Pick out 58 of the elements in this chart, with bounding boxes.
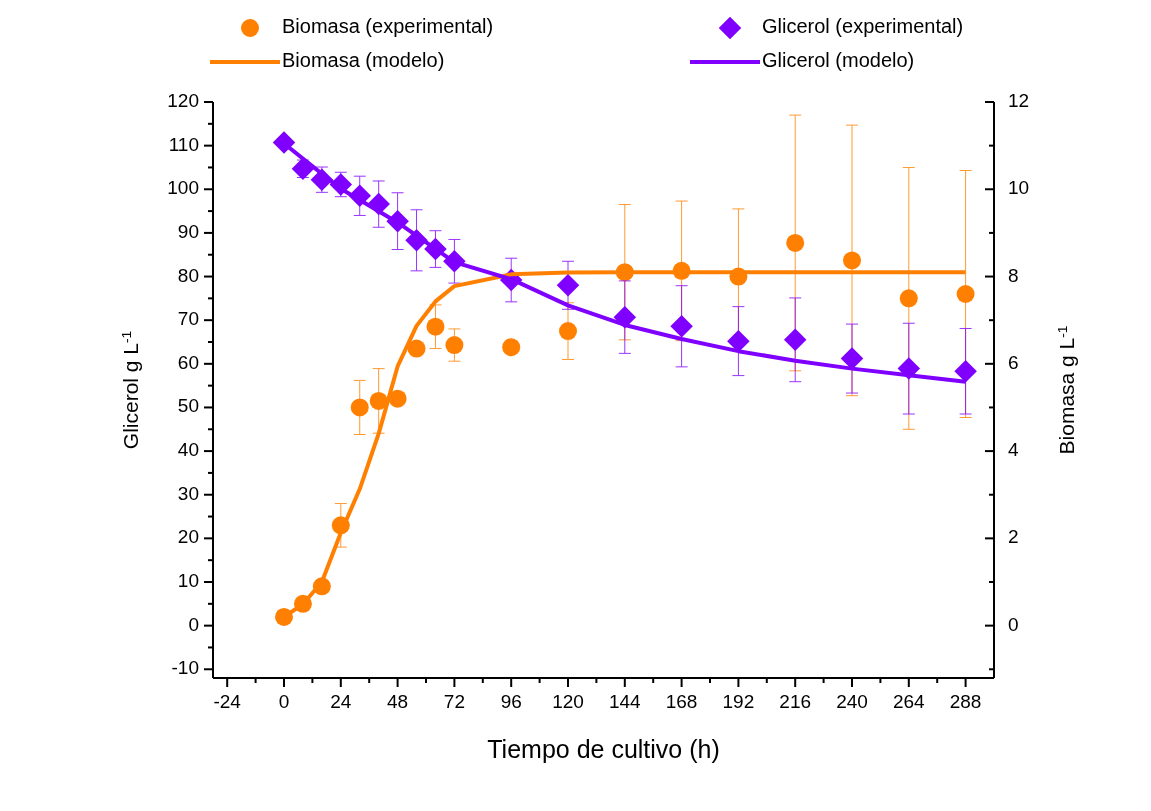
point [559,322,577,341]
y2-tick-label: 8 [1008,264,1019,286]
x-tick-label: 264 [892,691,926,712]
legend-label: Glicerol (experimental) [762,15,964,38]
y-tick-label: 0 [188,613,199,635]
x-tick-label: 192 [722,691,755,712]
y2-tick-label: 2 [1008,526,1019,548]
x-tick-label: 120 [552,691,584,712]
x-tick-label: 48 [387,691,409,712]
x-axis-title: Tiempo de cultivo (h) [487,735,720,763]
point [783,328,807,352]
y-tick-label: 50 [177,395,199,417]
y-tick-label: 20 [177,526,199,548]
y-tick-label: 30 [177,482,199,504]
y2-tick-label: 12 [1008,90,1030,112]
y2-tick-label: 4 [1008,439,1019,461]
point [369,391,388,410]
y-tick-label: 100 [167,177,199,199]
y-tick-label: 80 [177,264,199,286]
legend-label: Glicerol (modelo) [762,49,915,72]
point [956,285,975,303]
point [670,315,693,338]
point [556,274,580,297]
y-tick-label: 110 [168,133,199,155]
x-tick-label: 168 [665,691,698,712]
y2-tick-label: 10 [1008,177,1030,199]
y-tick-label: 10 [177,570,199,592]
point [388,389,407,408]
point [350,398,369,417]
point [840,347,864,370]
point [899,289,918,308]
point [502,338,521,357]
point [291,157,315,181]
point [843,251,861,270]
point [426,317,445,336]
y-tick-label: 60 [177,351,199,373]
x-tick-label: 216 [779,691,812,712]
x-tick-label: 144 [608,691,642,712]
legend-label: Biomasa (experimental) [282,15,494,38]
point [445,336,464,355]
y-tick-label: 40 [177,439,199,461]
point [954,359,977,383]
y-tick-label: 70 [177,308,199,330]
y-tick-label: 120 [167,90,199,112]
y-tick-label: 90 [177,220,199,242]
y2-tick-label: 0 [1008,613,1019,635]
point [786,233,805,252]
x-tick-label: 240 [836,691,868,712]
y2-tick-label: 6 [1008,351,1019,373]
x-tick-label: 72 [443,691,465,712]
x-tick-label: 288 [949,691,982,712]
x-tick-label: 0 [278,691,290,712]
point [407,339,426,358]
x-tick-label: 96 [500,691,522,712]
x-tick-label: -24 [213,691,242,712]
y-tick-label: -10 [171,657,199,679]
x-tick-label: 24 [330,691,352,712]
legend-label: Biomasa (modelo) [282,49,445,72]
